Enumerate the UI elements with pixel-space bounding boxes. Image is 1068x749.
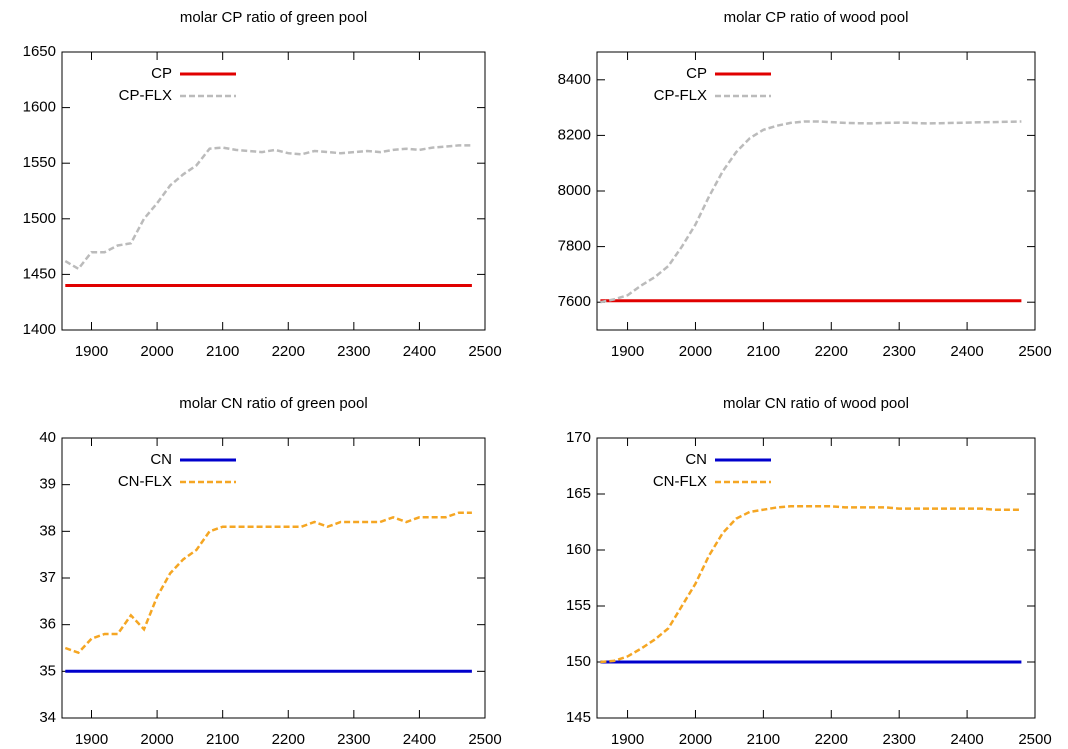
x-tick-label: 2400 [950,343,983,360]
x-tick-label: 2200 [272,343,305,360]
x-tick-label: 2300 [337,731,370,748]
y-tick-label: 40 [39,429,56,446]
y-tick-label: 1600 [23,99,56,116]
x-tick-label: 2500 [1018,343,1051,360]
x-tick-label: 2400 [950,731,983,748]
y-tick-label: 36 [39,616,56,633]
y-tick-label: 37 [39,569,56,586]
x-tick-label: 2400 [403,731,436,748]
x-tick-label: 1900 [611,731,644,748]
y-tick-label: 38 [39,522,56,539]
series-line [64,144,472,271]
x-tick-label: 2300 [337,343,370,360]
chart-title: molar CN ratio of green pool [179,395,367,412]
x-tick-label: 2500 [1018,731,1051,748]
plot-frame [61,51,486,331]
x-tick-label: 2100 [206,343,239,360]
x-tick-label: 2000 [140,731,173,748]
x-tick-label: 2200 [815,731,848,748]
y-tick-label: 35 [39,662,56,679]
y-tick-label: 150 [566,653,591,670]
series-line [64,511,472,655]
legend-label: CN-FLX [653,473,707,490]
legend-label: CP-FLX [654,87,707,104]
y-tick-label: 160 [566,541,591,558]
x-tick-label: 2100 [747,343,780,360]
x-tick-label: 2300 [882,343,915,360]
y-tick-label: 8200 [558,126,591,143]
series-line [600,120,1022,304]
y-tick-label: 39 [39,476,56,493]
x-tick-label: 2500 [468,343,501,360]
x-tick-label: 2000 [679,343,712,360]
series-line [600,505,1022,664]
x-tick-label: 2000 [140,343,173,360]
y-tick-label: 8000 [558,182,591,199]
x-tick-label: 1900 [611,343,644,360]
y-tick-label: 7600 [558,293,591,310]
legend-label: CN [150,451,172,468]
y-tick-label: 155 [566,597,591,614]
y-tick-label: 1450 [23,265,56,282]
chart-title: molar CN ratio of wood pool [723,395,909,412]
y-tick-label: 165 [566,485,591,502]
x-tick-label: 2100 [206,731,239,748]
plot-frame [596,51,1036,331]
x-tick-label: 2500 [468,731,501,748]
chart-title: molar CP ratio of wood pool [724,9,909,26]
x-tick-label: 2000 [679,731,712,748]
y-tick-label: 1550 [23,154,56,171]
legend-label: CN [685,451,707,468]
legend-label: CN-FLX [118,473,172,490]
x-tick-label: 2400 [403,343,436,360]
legend-label: CP-FLX [119,87,172,104]
y-tick-label: 1500 [23,210,56,227]
y-tick-label: 170 [566,429,591,446]
x-tick-label: 2200 [272,731,305,748]
chart-title: molar CP ratio of green pool [180,9,367,26]
y-tick-label: 34 [39,709,56,726]
x-tick-label: 2300 [882,731,915,748]
plot-frame [61,437,486,719]
y-tick-label: 1650 [23,43,56,60]
y-tick-label: 145 [566,709,591,726]
plot-frame [596,437,1036,719]
x-tick-label: 1900 [75,731,108,748]
legend-label: CP [151,65,172,82]
y-tick-label: 7800 [558,238,591,255]
y-tick-label: 1400 [23,321,56,338]
x-tick-label: 1900 [75,343,108,360]
legend-label: CP [686,65,707,82]
x-tick-label: 2200 [815,343,848,360]
y-tick-label: 8400 [558,71,591,88]
x-tick-label: 2100 [747,731,780,748]
